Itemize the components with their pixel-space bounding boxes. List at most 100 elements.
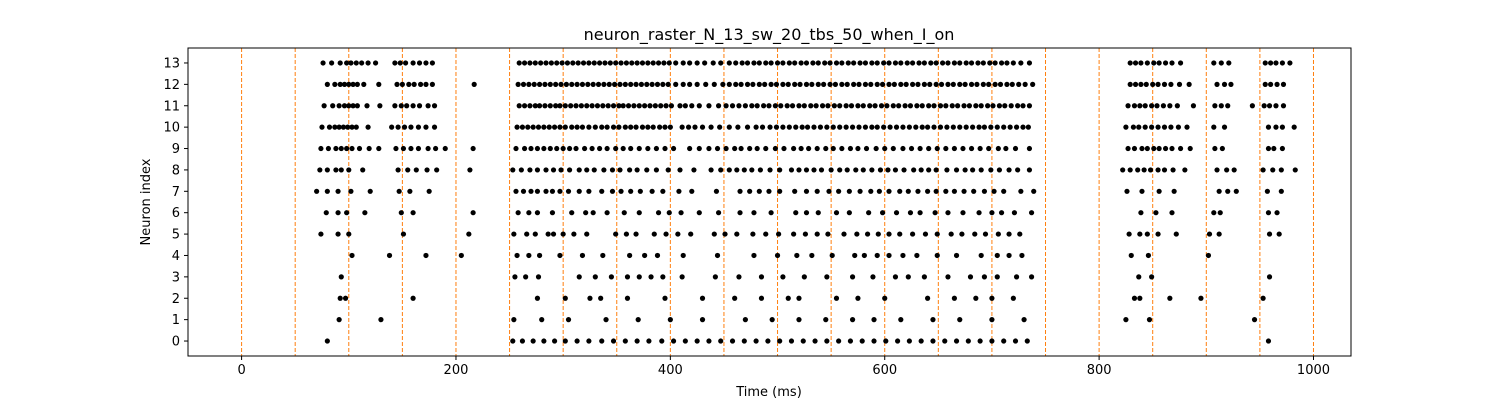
spike-point xyxy=(1139,188,1145,194)
spike-point xyxy=(991,188,997,194)
spike-point xyxy=(549,210,556,216)
spike-point xyxy=(906,338,912,344)
spike-point xyxy=(1026,60,1033,66)
spike-point xyxy=(1126,231,1132,237)
spike-point xyxy=(950,124,956,130)
spike-point xyxy=(908,145,915,152)
spike-point xyxy=(863,145,870,152)
spike-point xyxy=(319,124,325,130)
spike-point xyxy=(520,188,527,194)
chart-title: neuron_raster_N_13_sw_20_tbs_50_when_I_o… xyxy=(584,25,955,45)
spike-point xyxy=(645,124,651,130)
spike-point xyxy=(833,210,840,216)
spike-point xyxy=(1219,145,1225,152)
spike-point xyxy=(960,145,966,152)
spike-point xyxy=(591,60,597,66)
spike-point xyxy=(569,124,575,130)
spike-point xyxy=(765,338,771,344)
spike-point xyxy=(666,210,672,216)
spike-point xyxy=(1020,124,1026,130)
spike-point xyxy=(558,167,564,173)
spike-point xyxy=(622,124,628,130)
spike-point xyxy=(634,167,640,173)
spike-point xyxy=(648,274,654,280)
spike-point xyxy=(868,188,874,194)
spike-point xyxy=(633,124,639,130)
spike-point xyxy=(364,103,370,109)
x-tick-label: 600 xyxy=(872,363,897,378)
spike-point xyxy=(1142,124,1148,130)
spike-point xyxy=(978,167,984,173)
spike-point xyxy=(579,81,586,87)
spike-point xyxy=(1025,124,1031,130)
spike-point xyxy=(376,81,382,87)
spike-point xyxy=(988,167,994,173)
spike-point xyxy=(848,103,855,109)
spike-point xyxy=(882,295,888,301)
spike-point xyxy=(1279,124,1285,130)
x-tick-label: 1000 xyxy=(1297,363,1330,378)
spike-point xyxy=(754,103,760,109)
spike-point xyxy=(573,145,579,152)
spike-point xyxy=(982,231,989,237)
spike-point xyxy=(844,167,850,173)
spike-point xyxy=(566,167,573,173)
spike-point xyxy=(541,124,547,130)
spike-point xyxy=(1018,188,1024,194)
spike-point xyxy=(948,231,954,237)
spike-point xyxy=(892,274,899,280)
spike-point xyxy=(976,210,982,216)
spike-point xyxy=(1139,145,1145,152)
spike-point xyxy=(734,167,740,173)
spike-point xyxy=(977,145,983,152)
spike-point xyxy=(925,124,931,130)
spike-point xyxy=(706,338,712,344)
spike-point xyxy=(922,231,929,237)
spike-point xyxy=(962,167,968,173)
spike-point xyxy=(855,103,861,109)
spike-point xyxy=(893,210,900,216)
spike-point xyxy=(1026,103,1033,109)
spike-point xyxy=(1145,252,1152,259)
spike-point xyxy=(1212,145,1218,152)
spike-point xyxy=(909,60,916,66)
spike-point xyxy=(621,210,627,216)
spike-point xyxy=(628,145,634,152)
spike-point xyxy=(344,210,350,216)
spike-point xyxy=(401,124,408,130)
spike-point xyxy=(1031,188,1037,194)
spike-point xyxy=(1231,167,1237,173)
spike-point xyxy=(1212,103,1218,109)
spike-point xyxy=(961,188,967,194)
spike-point xyxy=(649,81,655,87)
spike-point xyxy=(547,145,553,152)
spike-point xyxy=(915,81,921,87)
spike-point xyxy=(628,81,634,87)
spike-point xyxy=(726,124,732,130)
spike-point xyxy=(884,103,890,109)
spike-point xyxy=(853,167,859,173)
spike-point xyxy=(1144,231,1150,237)
spike-point xyxy=(1211,210,1217,216)
spike-point xyxy=(824,274,830,280)
spike-point xyxy=(897,188,903,194)
y-tick-label: 3 xyxy=(172,270,180,285)
spike-point xyxy=(1149,274,1155,280)
spike-point xyxy=(655,60,662,66)
spike-point xyxy=(751,60,757,66)
spike-point xyxy=(732,145,738,152)
spike-point xyxy=(394,81,400,87)
spike-point xyxy=(321,103,327,109)
spike-point xyxy=(365,60,371,66)
spike-point xyxy=(793,210,799,216)
spike-point xyxy=(1271,145,1277,152)
spike-point xyxy=(933,60,939,66)
spike-point xyxy=(702,60,708,66)
spike-point xyxy=(772,145,778,152)
spike-point xyxy=(860,167,866,173)
spike-point xyxy=(937,103,944,109)
spike-point xyxy=(1151,60,1157,66)
spike-point xyxy=(926,103,932,109)
spike-point xyxy=(1024,338,1030,344)
